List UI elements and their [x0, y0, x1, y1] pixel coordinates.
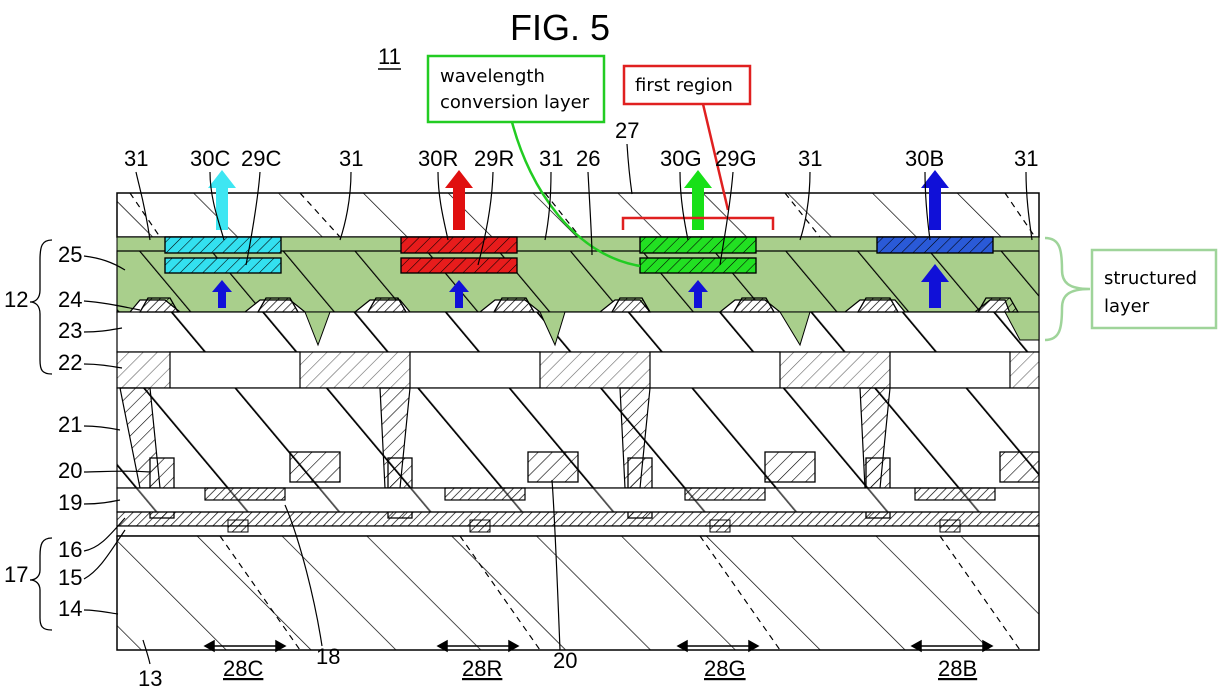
top-leaders: [135, 143, 1033, 266]
arrow-up-green-small-icon: [688, 280, 708, 308]
callout-structured-layer: structured layer: [1044, 236, 1218, 342]
label-31d: 31: [798, 146, 822, 171]
label-30C: 30C: [190, 146, 230, 171]
label-28C: 28C: [223, 656, 263, 681]
label-31b: 31: [339, 146, 363, 171]
left-leaders: [83, 255, 151, 615]
label-29R: 29R: [474, 146, 514, 171]
pixel-width-arrows: [203, 639, 994, 653]
left-braces: [29, 239, 53, 631]
label-30R: 30R: [418, 146, 458, 171]
label-31a: 31: [124, 146, 148, 171]
label-27: 27: [615, 118, 639, 143]
label-31c: 31: [539, 146, 563, 171]
gates-18: [204, 487, 996, 501]
bottom-leaders: [142, 479, 561, 665]
label-29G: 29G: [715, 146, 757, 171]
label-14: 14: [58, 596, 82, 621]
callout-structured-line2: layer: [1104, 296, 1150, 317]
callout-structured-line1: structured: [1104, 268, 1197, 289]
top-labels: 31 30C 29C 31 30R 29R 31 26 27 30G 29G 3…: [124, 118, 1038, 171]
label-13: 13: [138, 666, 162, 689]
arrow-up-green-icon: [684, 170, 712, 230]
label-22: 22: [58, 350, 82, 375]
label-25: 25: [58, 242, 82, 267]
label-24: 24: [58, 287, 82, 312]
device-ref-label: 11: [378, 44, 401, 69]
label-30B: 30B: [905, 146, 944, 171]
color-elements: [164, 236, 994, 274]
label-31e: 31: [1014, 146, 1038, 171]
callout-wavelength: wavelength conversion layer: [426, 54, 641, 268]
label-12: 12: [4, 287, 28, 312]
layer-16: [116, 511, 1040, 527]
figure-title: FIG. 5: [510, 7, 610, 48]
light-arrows: [208, 170, 949, 308]
arrow-up-red-small-icon: [449, 280, 469, 308]
arrow-up-blue-icon: [921, 170, 949, 230]
label-19: 19: [58, 490, 82, 515]
arrow-up-cyan-small-icon: [212, 280, 232, 308]
callout-wavelength-line2: conversion layer: [440, 92, 590, 113]
arrow-up-red-icon: [445, 170, 473, 230]
label-26: 26: [576, 146, 600, 171]
arrow-up-blue-small-icon: [921, 264, 949, 308]
label-16: 16: [58, 537, 82, 562]
callout-first-region: first region: [621, 64, 775, 230]
label-17: 17: [4, 562, 28, 587]
layer-15: [116, 525, 1040, 537]
label-20b: 20: [553, 648, 577, 673]
cross-section: [116, 170, 1040, 651]
label-18: 18: [316, 644, 340, 669]
callout-wavelength-line1: wavelength: [440, 66, 545, 87]
label-28G: 28G: [704, 656, 746, 681]
arrow-up-cyan-icon: [208, 170, 236, 230]
bumps-24: [138, 297, 1020, 313]
left-labels: 25 12 24 23 22 21 20 19 16 17 15 14: [4, 242, 82, 621]
bottom-labels: 13 28C 18 28R 20 28G 28B: [138, 644, 977, 689]
label-30G: 30G: [660, 146, 702, 171]
label-21: 21: [58, 412, 82, 437]
callout-first-region-text: first region: [635, 75, 733, 96]
label-28B: 28B: [938, 656, 977, 681]
label-23: 23: [58, 318, 82, 343]
label-20: 20: [58, 458, 82, 483]
label-15: 15: [58, 565, 82, 590]
label-29C: 29C: [241, 146, 281, 171]
label-28R: 28R: [462, 656, 502, 681]
